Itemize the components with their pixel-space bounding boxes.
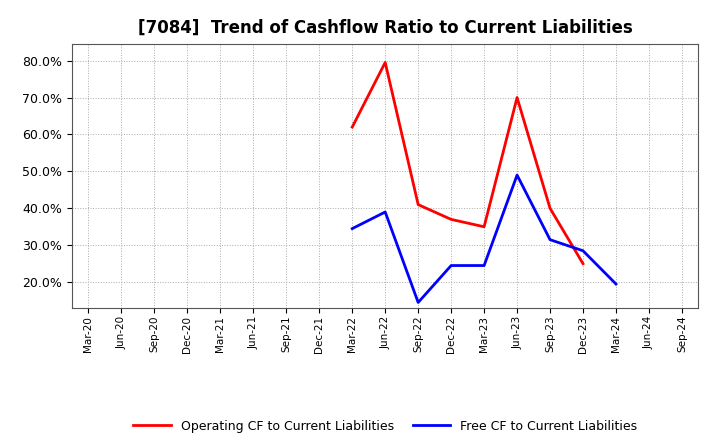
Free CF to Current Liabilities xyxy=(546,237,554,242)
Line: Operating CF to Current Liabilities: Operating CF to Current Liabilities xyxy=(352,62,583,264)
Title: [7084]  Trend of Cashflow Ratio to Current Liabilities: [7084] Trend of Cashflow Ratio to Curren… xyxy=(138,19,633,37)
Operating CF to Current Liabilities xyxy=(480,224,488,229)
Free CF to Current Liabilities xyxy=(381,209,390,215)
Free CF to Current Liabilities xyxy=(348,226,356,231)
Free CF to Current Liabilities xyxy=(612,281,621,286)
Line: Free CF to Current Liabilities: Free CF to Current Liabilities xyxy=(352,175,616,302)
Legend: Operating CF to Current Liabilities, Free CF to Current Liabilities: Operating CF to Current Liabilities, Fre… xyxy=(128,414,642,437)
Operating CF to Current Liabilities xyxy=(447,217,456,222)
Free CF to Current Liabilities xyxy=(579,248,588,253)
Operating CF to Current Liabilities xyxy=(414,202,423,207)
Free CF to Current Liabilities xyxy=(447,263,456,268)
Free CF to Current Liabilities xyxy=(513,172,521,178)
Operating CF to Current Liabilities xyxy=(579,261,588,266)
Free CF to Current Liabilities xyxy=(414,300,423,305)
Free CF to Current Liabilities xyxy=(480,263,488,268)
Operating CF to Current Liabilities xyxy=(513,95,521,100)
Operating CF to Current Liabilities xyxy=(381,60,390,65)
Operating CF to Current Liabilities xyxy=(546,205,554,211)
Operating CF to Current Liabilities xyxy=(348,125,356,130)
